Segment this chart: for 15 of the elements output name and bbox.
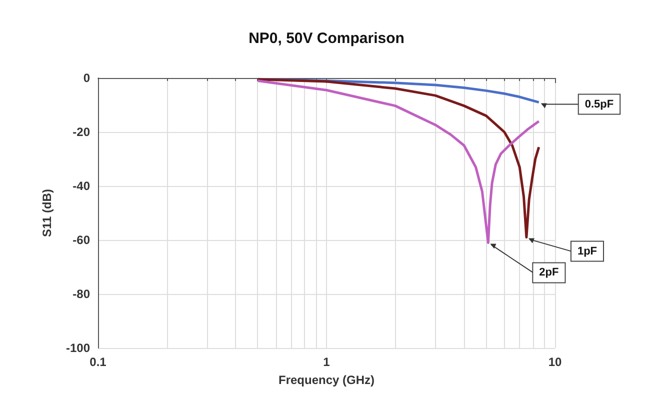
- y-tick-label: -80: [72, 287, 90, 301]
- y-tick-label: -40: [72, 179, 90, 193]
- annotation: 0.5pF: [584, 98, 614, 110]
- x-axis-title: Frequency (GHz): [278, 373, 375, 387]
- x-tick-label: 1: [323, 355, 330, 369]
- x-tick-label: 10: [548, 355, 562, 369]
- chart-title: NP0, 50V Comparison: [248, 30, 404, 47]
- x-tick-label: 0.1: [90, 355, 107, 369]
- y-tick-label: -100: [66, 341, 90, 355]
- annotation: 2pF: [539, 266, 560, 279]
- y-tick-label: 0: [83, 71, 90, 85]
- y-tick-label: -60: [72, 233, 90, 247]
- y-axis-title: S11 (dB): [40, 188, 54, 238]
- annotation: 1pF: [577, 245, 598, 258]
- y-tick-label: -20: [72, 125, 90, 139]
